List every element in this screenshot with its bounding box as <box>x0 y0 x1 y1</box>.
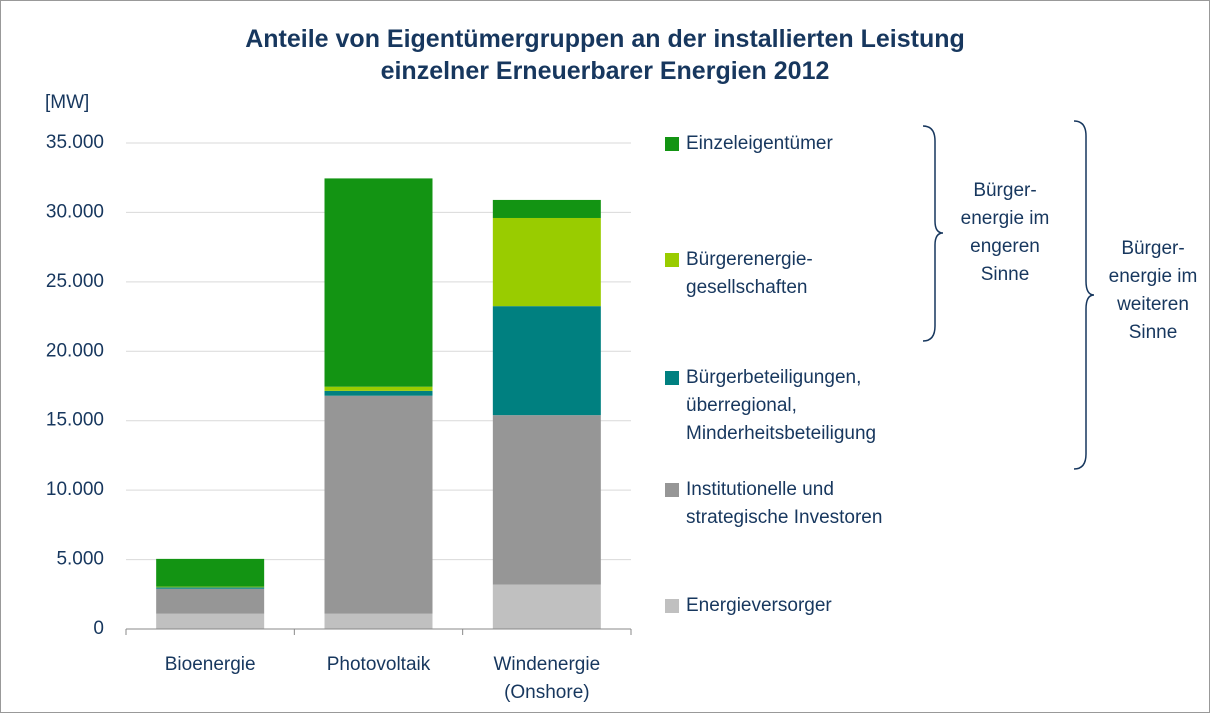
bar-segment <box>492 584 601 629</box>
bar-segment <box>156 586 265 588</box>
y-tick-label: 30.000 <box>46 201 104 222</box>
legend-swatch <box>665 483 679 497</box>
chart-title: Anteile von Eigentümergruppen an der ins… <box>245 25 965 85</box>
legend-label: Bürgerenergie- gesellschaften <box>686 249 813 298</box>
annotation: Bürger- energie im engeren Sinne <box>960 180 1050 285</box>
bar-segment <box>492 306 601 416</box>
bar-segment <box>324 178 433 387</box>
y-tick-label: 20.000 <box>46 340 104 361</box>
bar-segment <box>156 588 265 614</box>
x-tick-label: Photovoltaik <box>326 654 431 675</box>
y-tick-label: 15.000 <box>46 410 104 431</box>
annotation: Bürger- energie im weiteren Sinne <box>1108 238 1198 343</box>
x-tick-label: Bioenergie <box>164 654 256 675</box>
legend-label: Energieversorger <box>686 595 832 616</box>
y-tick-label: 5.000 <box>56 549 104 570</box>
bar-segment <box>156 587 265 589</box>
bar-segment <box>324 386 433 391</box>
bar-segment <box>492 199 601 218</box>
legend-swatch <box>665 371 679 385</box>
y-tick-label: 0 <box>93 618 104 639</box>
legend-swatch <box>665 253 679 267</box>
bar-segment <box>492 217 601 307</box>
bar-segment <box>324 395 433 614</box>
legend-label: Institutionelle und strategische Investo… <box>686 479 883 528</box>
legend-label: Bürgerbeteiligungen, überregional, Minde… <box>686 367 877 444</box>
brace <box>1073 120 1095 470</box>
legend-swatch <box>665 599 679 613</box>
bar-segment <box>324 390 433 396</box>
x-tick-label: Windenergie (Onshore) <box>493 654 601 703</box>
brace <box>922 125 944 342</box>
bar-segment <box>156 558 265 587</box>
y-tick-label: 10.000 <box>46 479 104 500</box>
legend-swatch <box>665 137 679 151</box>
legend-label: Einzeleigentümer <box>686 133 833 154</box>
y-tick-label: 25.000 <box>46 271 104 292</box>
y-tick-label: 35.000 <box>46 132 104 153</box>
bar-segment <box>156 613 265 629</box>
bar-segment <box>324 613 433 629</box>
y-axis-label: [MW] <box>45 92 90 113</box>
bar-segment <box>492 415 601 585</box>
